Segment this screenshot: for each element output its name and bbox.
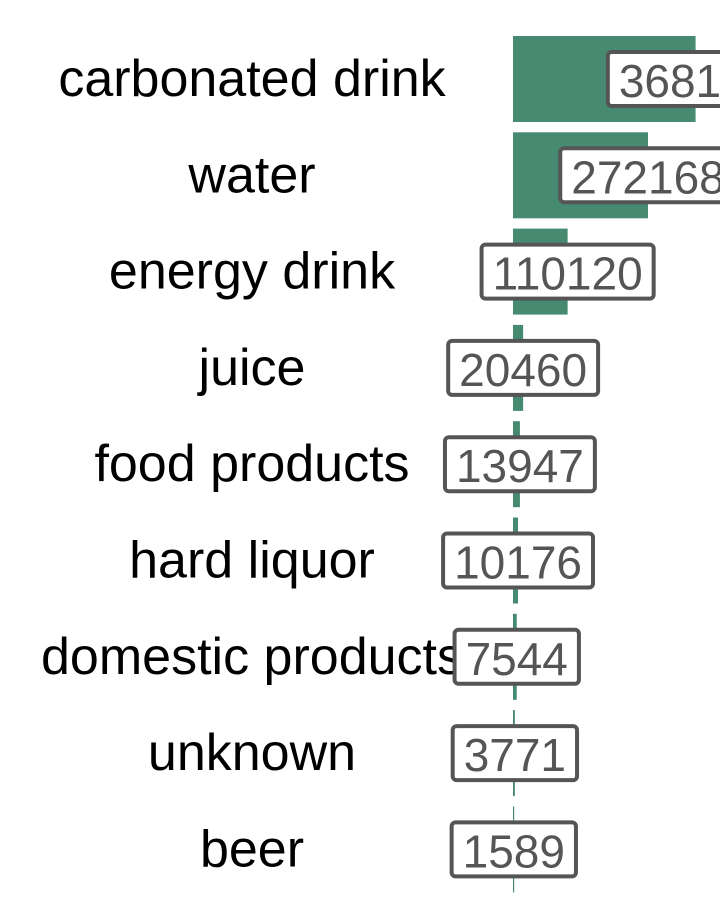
value-label-box: [479, 242, 656, 301]
value-label: 3771: [464, 729, 566, 781]
value-label: 20460: [459, 344, 587, 396]
value-label: 10176: [454, 537, 582, 589]
value-label-box: [450, 724, 580, 783]
value-label-box: [441, 531, 596, 590]
value-label: 368100: [619, 55, 720, 107]
category-label: beer: [200, 820, 304, 878]
value-label-box: [558, 146, 720, 205]
value-label: 13947: [456, 440, 584, 492]
value-label-box: [605, 50, 720, 108]
value-label-box: [442, 435, 597, 494]
value-label: 1589: [463, 825, 565, 877]
category-label: domestic products: [41, 628, 463, 686]
category-label: hard liquor: [129, 532, 375, 590]
category-label: unknown: [148, 724, 356, 782]
value-label: 110120: [493, 248, 643, 300]
category-label: carbonated drink: [58, 50, 446, 108]
value-label: 7544: [466, 633, 568, 685]
value-label-box: [446, 338, 601, 397]
category-label: juice: [197, 339, 306, 397]
category-label: food products: [94, 435, 409, 493]
category-label: energy drink: [109, 243, 396, 301]
category-label: water: [187, 146, 315, 204]
value-label-box: [449, 820, 578, 879]
value-label: 272168: [571, 151, 720, 203]
value-label-box: [452, 627, 581, 686]
